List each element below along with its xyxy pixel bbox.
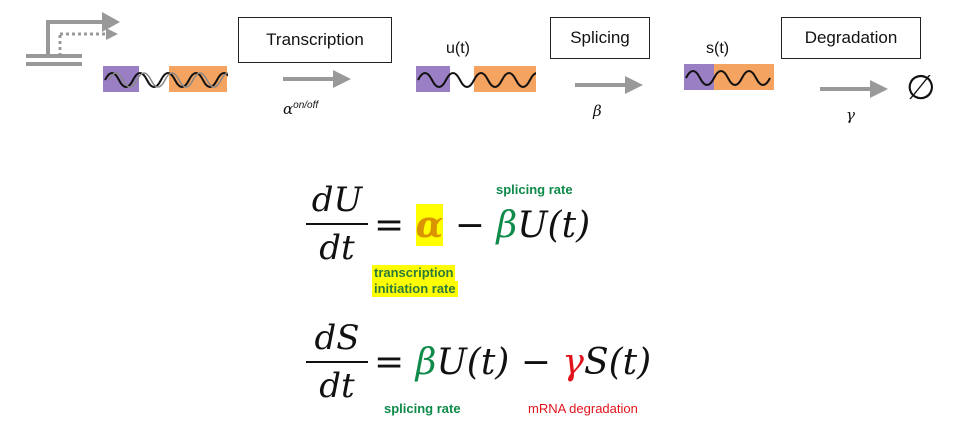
transcription-rate-annotation: transcription initiation rate bbox=[372, 265, 458, 297]
splicing-rate-annotation-top: splicing rate bbox=[496, 182, 573, 197]
degradation-arrow bbox=[820, 80, 888, 98]
eq1-fraction: dU dt bbox=[306, 180, 368, 268]
eq2-numerator: dS bbox=[314, 318, 360, 358]
transcription-annotation-line1: transcription bbox=[372, 265, 456, 281]
unspliced-mrna-icon bbox=[416, 66, 536, 92]
eq2-minus: − bbox=[520, 342, 551, 383]
unspliced-label: u(t) bbox=[446, 40, 470, 57]
splicing-box: Splicing bbox=[550, 17, 650, 59]
eq1-minus: − bbox=[454, 205, 485, 246]
spliced-mrna-icon bbox=[684, 64, 774, 90]
splicing-rate-annotation-bottom: splicing rate bbox=[384, 401, 461, 416]
eq2-term2: S(t) bbox=[583, 342, 652, 383]
alpha-superscript: on/off bbox=[293, 100, 319, 111]
spliced-label: s(t) bbox=[706, 40, 730, 57]
alpha-symbol: α bbox=[283, 100, 294, 118]
eq1-fraction-bar bbox=[306, 223, 368, 225]
eq1-denominator: dt bbox=[319, 228, 355, 268]
pre-mrna-icon bbox=[103, 66, 228, 92]
eq1-beta: β bbox=[496, 205, 518, 246]
eq2-fraction-bar bbox=[306, 361, 368, 363]
gamma-rate-label: γ bbox=[846, 106, 855, 124]
transcription-annotation-line2: initiation rate bbox=[372, 281, 458, 297]
beta-rate-label: β bbox=[593, 102, 602, 120]
eq2-gamma: γ bbox=[562, 342, 584, 383]
transcription-arrow bbox=[283, 70, 351, 88]
eq1-alpha: α bbox=[415, 204, 444, 246]
eq2-fraction: dS dt bbox=[306, 318, 368, 406]
mrna-degradation-annotation: mRNA degradation bbox=[528, 401, 638, 416]
eq2-term1: U(t) bbox=[436, 342, 510, 383]
eq2-rhs: = βU(t) − γS(t) bbox=[374, 343, 651, 383]
transcription-box: Transcription bbox=[238, 17, 392, 63]
eq1-numerator: dU bbox=[311, 180, 363, 220]
eq1-equals: = bbox=[374, 205, 405, 246]
empty-set-symbol: ∅ bbox=[906, 68, 936, 108]
promoter-icon bbox=[26, 12, 120, 66]
degradation-box: Degradation bbox=[781, 17, 921, 59]
eq1-term: U(t) bbox=[517, 205, 591, 246]
eq1-rhs: = α − βU(t) bbox=[374, 204, 591, 246]
eq2-denominator: dt bbox=[319, 366, 355, 406]
eq2-beta: β bbox=[415, 342, 437, 383]
eq2-equals: = bbox=[374, 342, 405, 383]
alpha-rate-label: αon/off bbox=[283, 100, 318, 118]
splicing-arrow bbox=[575, 76, 643, 94]
